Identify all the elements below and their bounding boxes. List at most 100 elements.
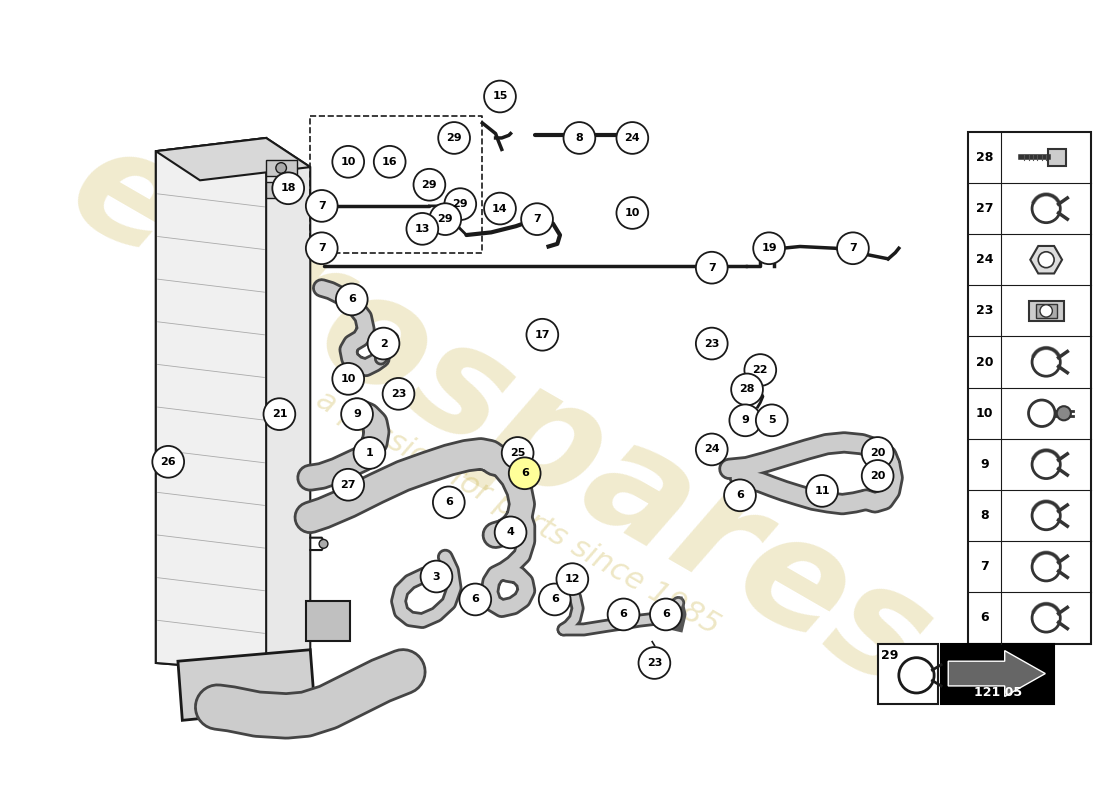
Bar — [1028, 302, 1064, 321]
Text: 29: 29 — [438, 214, 453, 224]
Text: 121 05: 121 05 — [974, 686, 1022, 699]
Text: 24: 24 — [704, 445, 719, 454]
Circle shape — [861, 437, 893, 469]
Circle shape — [756, 405, 788, 436]
Bar — [266, 182, 297, 198]
Text: 20: 20 — [870, 448, 886, 458]
Text: 17: 17 — [535, 330, 550, 340]
Circle shape — [806, 475, 838, 506]
Text: 6: 6 — [551, 594, 559, 605]
Circle shape — [332, 146, 364, 178]
Text: 29: 29 — [447, 133, 462, 143]
Polygon shape — [156, 138, 266, 672]
Text: 6: 6 — [619, 610, 627, 619]
Circle shape — [1040, 305, 1053, 317]
Circle shape — [521, 203, 553, 235]
Text: 24: 24 — [625, 133, 640, 143]
Circle shape — [616, 122, 648, 154]
Polygon shape — [156, 138, 310, 672]
Text: 20: 20 — [870, 471, 886, 481]
Circle shape — [563, 122, 595, 154]
Text: 4: 4 — [507, 527, 515, 538]
Circle shape — [367, 328, 399, 359]
Circle shape — [460, 583, 492, 615]
Text: 2: 2 — [379, 338, 387, 349]
Text: 13: 13 — [415, 224, 430, 234]
Text: 15: 15 — [493, 91, 508, 102]
Text: 19: 19 — [761, 243, 777, 254]
Text: 6: 6 — [444, 498, 453, 507]
Circle shape — [527, 319, 558, 350]
Circle shape — [414, 169, 446, 201]
Text: 6: 6 — [980, 611, 989, 625]
Circle shape — [353, 437, 385, 469]
Polygon shape — [948, 650, 1045, 697]
Text: eurospares: eurospares — [44, 110, 956, 722]
Text: 6: 6 — [662, 610, 670, 619]
Text: 9: 9 — [353, 409, 361, 419]
Circle shape — [273, 172, 304, 204]
Circle shape — [616, 197, 648, 229]
Circle shape — [332, 469, 364, 501]
Text: 24: 24 — [976, 254, 993, 266]
Text: 27: 27 — [976, 202, 993, 215]
Text: 29: 29 — [881, 650, 899, 662]
Text: 6: 6 — [736, 490, 744, 500]
Polygon shape — [178, 650, 315, 720]
Bar — [266, 160, 297, 176]
Text: a passion for parts since 1985: a passion for parts since 1985 — [311, 385, 725, 641]
Circle shape — [152, 446, 184, 478]
Text: 7: 7 — [318, 201, 326, 211]
Text: 28: 28 — [976, 151, 993, 164]
Circle shape — [696, 328, 727, 359]
Bar — [942, 643, 1054, 703]
Circle shape — [861, 460, 893, 492]
Circle shape — [374, 146, 406, 178]
Text: 21: 21 — [272, 409, 287, 419]
Text: 7: 7 — [708, 262, 716, 273]
Circle shape — [444, 188, 476, 220]
Text: 5: 5 — [768, 415, 776, 426]
Circle shape — [306, 232, 338, 264]
Text: 10: 10 — [341, 374, 356, 384]
Circle shape — [264, 398, 295, 430]
Text: 11: 11 — [814, 486, 829, 496]
Text: 7: 7 — [534, 214, 541, 224]
Circle shape — [332, 363, 364, 394]
Circle shape — [1038, 252, 1054, 268]
Text: 27: 27 — [341, 480, 356, 490]
Circle shape — [276, 162, 286, 174]
Circle shape — [607, 598, 639, 630]
Circle shape — [754, 232, 785, 264]
Text: 22: 22 — [752, 365, 768, 375]
Text: 12: 12 — [564, 574, 580, 584]
Circle shape — [484, 193, 516, 225]
Circle shape — [306, 190, 338, 222]
Circle shape — [638, 647, 670, 679]
Text: 9: 9 — [741, 415, 749, 426]
Circle shape — [502, 437, 534, 469]
Text: 29: 29 — [421, 180, 437, 190]
Circle shape — [509, 458, 540, 489]
Text: 10: 10 — [625, 208, 640, 218]
Text: 9: 9 — [980, 458, 989, 471]
Circle shape — [724, 479, 756, 511]
Bar — [1035, 304, 1057, 318]
Text: 18: 18 — [280, 183, 296, 194]
Bar — [878, 643, 937, 703]
Circle shape — [276, 185, 286, 195]
Text: 25: 25 — [510, 448, 526, 458]
Text: 7: 7 — [849, 243, 857, 254]
Circle shape — [420, 561, 452, 592]
Text: 28: 28 — [739, 385, 755, 394]
Text: 6: 6 — [520, 468, 529, 478]
Circle shape — [732, 374, 763, 406]
Circle shape — [837, 232, 869, 264]
Text: 14: 14 — [492, 203, 508, 214]
Text: 6: 6 — [471, 594, 480, 605]
Circle shape — [341, 398, 373, 430]
Bar — [1048, 149, 1066, 166]
Text: 23: 23 — [647, 658, 662, 668]
Polygon shape — [156, 138, 310, 180]
Polygon shape — [1031, 246, 1063, 274]
